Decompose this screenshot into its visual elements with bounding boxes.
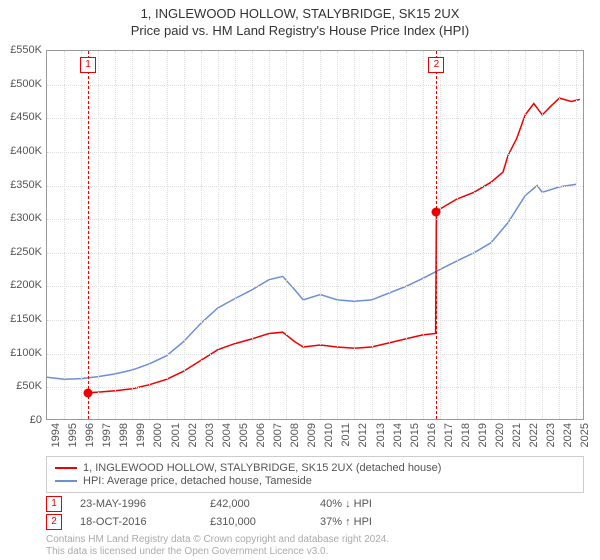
x-tick-label: 2020 bbox=[494, 423, 506, 447]
series-price_paid bbox=[88, 98, 580, 393]
series-hpi bbox=[47, 184, 577, 379]
sale-date-1: 23-MAY-1996 bbox=[80, 498, 210, 510]
sale-marker-1: 1 bbox=[46, 496, 62, 512]
footer-line1: Contains HM Land Registry data © Crown c… bbox=[46, 534, 389, 546]
legend-label-hpi: HPI: Average price, detached house, Tame… bbox=[83, 475, 312, 487]
sales-table: 1 23-MAY-1996 £42,000 40% ↓ HPI 2 18-OCT… bbox=[46, 494, 440, 532]
x-tick-label: 2003 bbox=[204, 423, 216, 447]
title-line1: 1, INGLEWOOD HOLLOW, STALYBRIDGE, SK15 2… bbox=[0, 6, 600, 21]
x-tick-label: 1996 bbox=[84, 423, 96, 447]
y-tick-label: £350K bbox=[10, 179, 42, 191]
sale-delta-2: 37% ↑ HPI bbox=[320, 516, 440, 528]
chart-container: 1, INGLEWOOD HOLLOW, STALYBRIDGE, SK15 2… bbox=[0, 0, 600, 560]
sale-row-1: 1 23-MAY-1996 £42,000 40% ↓ HPI bbox=[46, 496, 440, 512]
sale-price-2: £310,000 bbox=[210, 516, 320, 528]
chart-marker: 2 bbox=[428, 57, 444, 73]
x-tick-label: 2024 bbox=[562, 423, 574, 447]
footer: Contains HM Land Registry data © Crown c… bbox=[46, 534, 389, 558]
chart-marker: 1 bbox=[80, 57, 96, 73]
y-tick-label: £150K bbox=[10, 313, 42, 325]
sale-date-2: 18-OCT-2016 bbox=[80, 516, 210, 528]
sale-marker-2: 2 bbox=[46, 514, 62, 530]
x-tick-label: 2010 bbox=[323, 423, 335, 447]
x-tick-label: 2023 bbox=[545, 423, 557, 447]
x-tick-label: 2014 bbox=[392, 423, 404, 447]
x-tick-label: 2022 bbox=[528, 423, 540, 447]
y-tick-label: £200K bbox=[10, 279, 42, 291]
x-tick-label: 2002 bbox=[187, 423, 199, 447]
x-tick-label: 1997 bbox=[101, 423, 113, 447]
y-tick-label: £100K bbox=[10, 347, 42, 359]
sale-row-2: 2 18-OCT-2016 £310,000 37% ↑ HPI bbox=[46, 514, 440, 530]
y-tick-label: £0 bbox=[30, 414, 42, 426]
x-tick-label: 2018 bbox=[460, 423, 472, 447]
legend-swatch-blue bbox=[55, 480, 77, 482]
x-tick-label: 2004 bbox=[221, 423, 233, 447]
x-tick-label: 1995 bbox=[67, 423, 79, 447]
x-tick-label: 2021 bbox=[511, 423, 523, 447]
x-tick-label: 2008 bbox=[289, 423, 301, 447]
x-tick-label: 2015 bbox=[409, 423, 421, 447]
y-tick-label: £50K bbox=[16, 380, 42, 392]
legend: 1, INGLEWOOD HOLLOW, STALYBRIDGE, SK15 2… bbox=[46, 456, 584, 493]
legend-item-hpi: HPI: Average price, detached house, Tame… bbox=[55, 475, 575, 487]
x-tick-label: 2016 bbox=[426, 423, 438, 447]
x-tick-label: 2012 bbox=[357, 423, 369, 447]
legend-label-price-paid: 1, INGLEWOOD HOLLOW, STALYBRIDGE, SK15 2… bbox=[83, 462, 441, 474]
legend-item-price-paid: 1, INGLEWOOD HOLLOW, STALYBRIDGE, SK15 2… bbox=[55, 462, 575, 474]
x-tick-label: 2000 bbox=[152, 423, 164, 447]
footer-line2: This data is licensed under the Open Gov… bbox=[46, 546, 389, 558]
legend-swatch-red bbox=[55, 467, 77, 469]
title-block: 1, INGLEWOOD HOLLOW, STALYBRIDGE, SK15 2… bbox=[0, 0, 600, 38]
x-tick-label: 2005 bbox=[238, 423, 250, 447]
sale-delta-1: 40% ↓ HPI bbox=[320, 498, 440, 510]
x-tick-label: 2013 bbox=[375, 423, 387, 447]
y-tick-label: £500K bbox=[10, 78, 42, 90]
x-tick-label: 2001 bbox=[170, 423, 182, 447]
title-line2: Price paid vs. HM Land Registry's House … bbox=[0, 23, 600, 38]
chart-area: 12 £0£50K£100K£150K£200K£250K£300K£350K£… bbox=[46, 50, 584, 420]
y-tick-label: £550K bbox=[10, 44, 42, 56]
x-tick-label: 2006 bbox=[255, 423, 267, 447]
sale-price-1: £42,000 bbox=[210, 498, 320, 510]
x-tick-label: 2017 bbox=[443, 423, 455, 447]
x-tick-label: 1998 bbox=[118, 423, 130, 447]
y-tick-label: £400K bbox=[10, 145, 42, 157]
line-layer bbox=[47, 51, 585, 421]
x-tick-label: 1999 bbox=[135, 423, 147, 447]
x-tick-label: 1994 bbox=[50, 423, 62, 447]
x-tick-label: 2025 bbox=[579, 423, 591, 447]
y-tick-label: £250K bbox=[10, 246, 42, 258]
x-tick-label: 2011 bbox=[340, 423, 352, 447]
x-tick-label: 2007 bbox=[272, 423, 284, 447]
y-tick-label: £300K bbox=[10, 212, 42, 224]
plot-region: 12 bbox=[46, 50, 584, 420]
x-tick-label: 2009 bbox=[306, 423, 318, 447]
y-tick-label: £450K bbox=[10, 111, 42, 123]
x-tick-label: 2019 bbox=[477, 423, 489, 447]
